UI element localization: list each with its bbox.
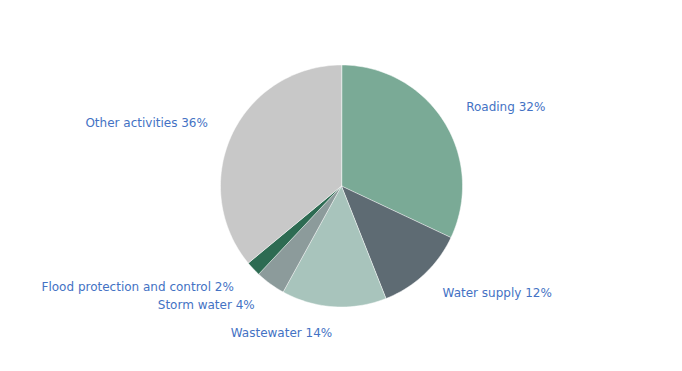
svg-text:Storm water 4%: Storm water 4% [158,298,255,312]
svg-text:Wastewater 14%: Wastewater 14% [231,326,332,340]
svg-text:Flood protection and control 2: Flood protection and control 2% [42,280,234,294]
svg-text:Roading 32%: Roading 32% [466,100,545,114]
svg-text:Other activities 36%: Other activities 36% [85,116,207,130]
svg-text:Water supply 12%: Water supply 12% [443,286,552,300]
